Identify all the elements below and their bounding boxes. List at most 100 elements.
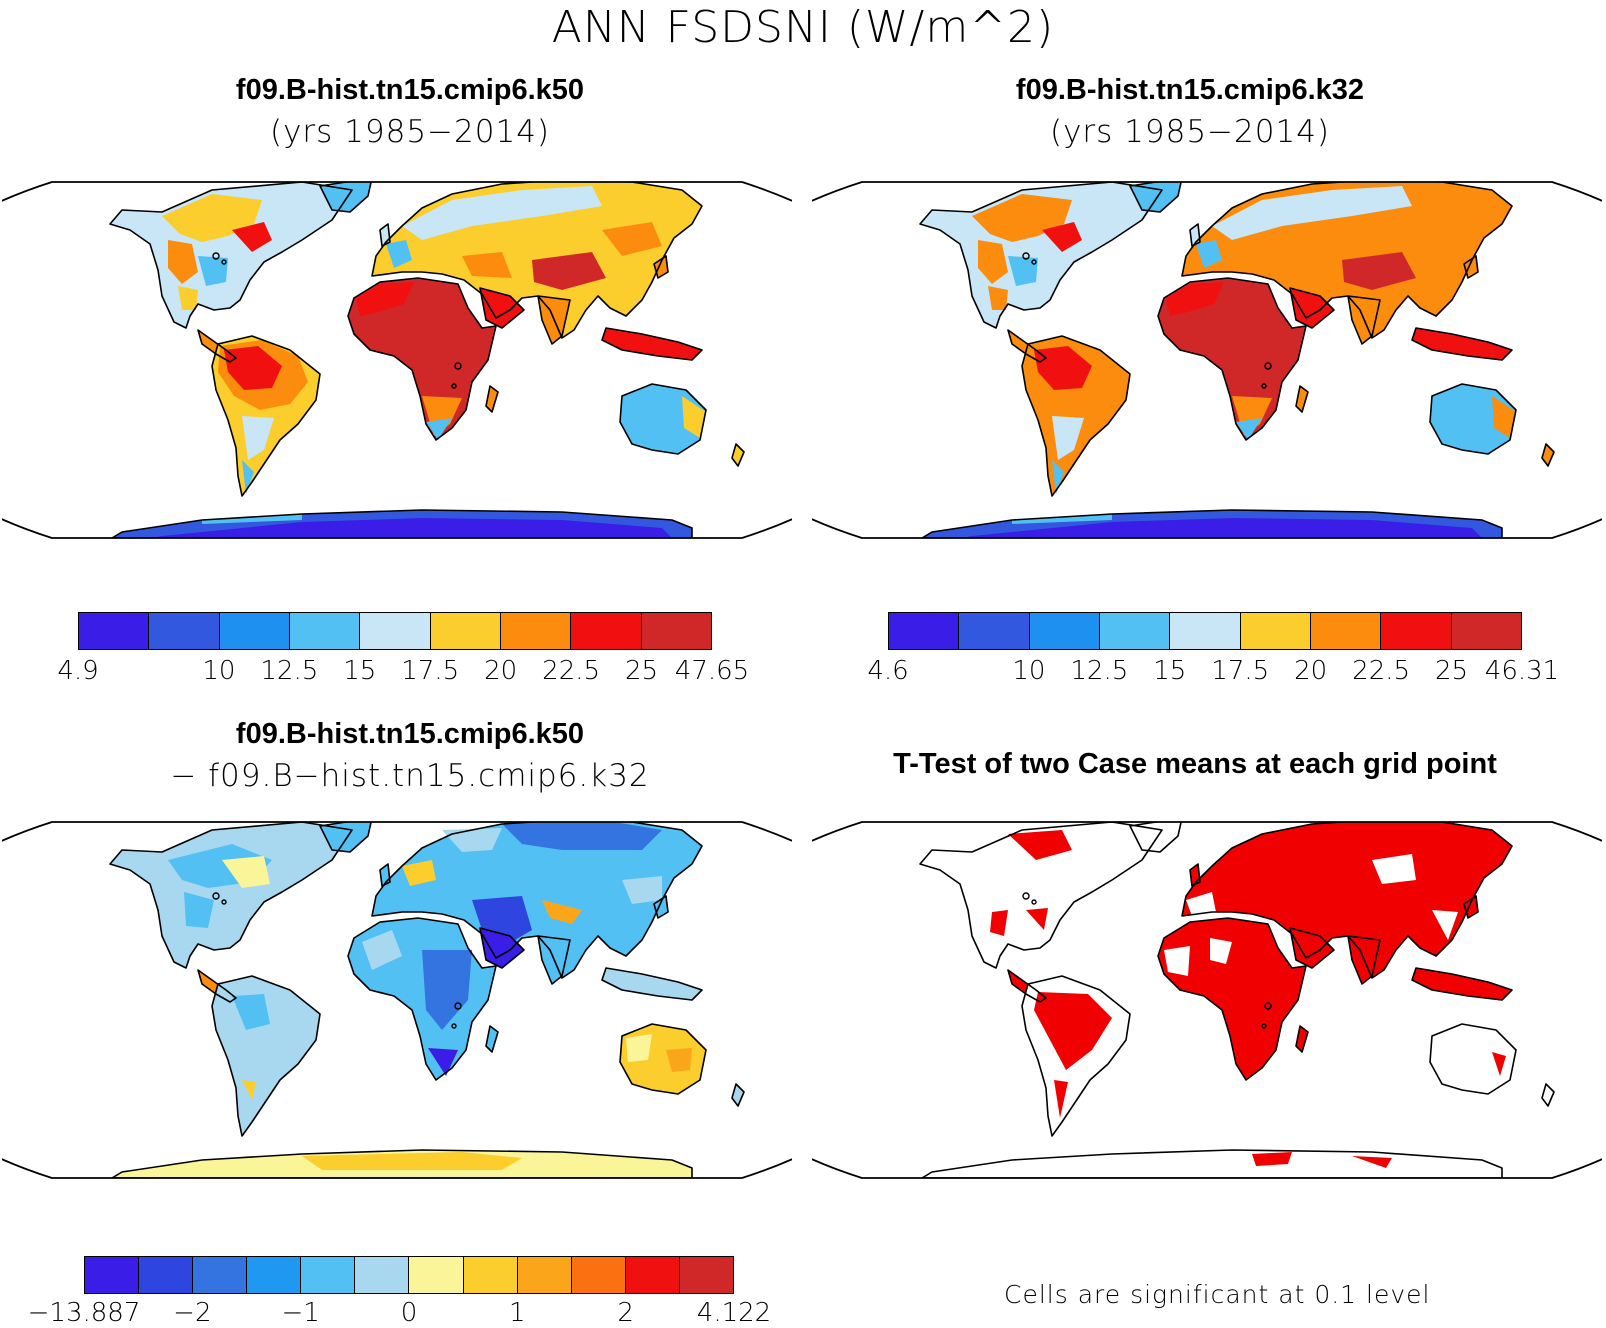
bottom-left-colorbar-labels: −13.887 −2 −1 0 1 2 4.122 — [28, 1298, 772, 1328]
coastline-southAmerica — [1021, 335, 1131, 497]
lake-outline — [451, 383, 457, 389]
colorbar-tick-label: 47.65 — [674, 656, 750, 686]
map-field-region — [1210, 938, 1232, 964]
colorbar-swatch — [301, 1257, 356, 1293]
top-left-colorbar-labels: 4.9 10 12.5 15 17.5 20 22.5 25 47.65 — [57, 656, 749, 686]
map-field-region — [110, 822, 352, 968]
map-field-region — [242, 1080, 256, 1100]
colorbar-swatch — [641, 613, 711, 649]
map-field-region — [168, 240, 198, 284]
main-title: ANN FSDSNI (W/m^2) — [551, 2, 1055, 53]
map-field-region — [1026, 908, 1048, 930]
colorbar-tick-label: −2 — [173, 1298, 212, 1328]
map-field-region — [1052, 416, 1084, 460]
coastline-india — [537, 295, 571, 345]
map-field-region — [602, 968, 702, 1000]
colorbar-tick-label: 22.5 — [1352, 656, 1411, 686]
map-field-region — [1272, 252, 1322, 278]
colorbar-tick-label: 12.5 — [260, 656, 319, 686]
colorbar-swatch — [1310, 613, 1382, 649]
map-field-region — [232, 994, 270, 1030]
coastline-greenland — [1129, 822, 1183, 853]
map-field-region — [1412, 968, 1512, 1000]
colorbar-tick-label: 4.6 — [867, 656, 909, 686]
top-left-colorbar — [78, 612, 712, 650]
colorbar-swatch — [409, 1257, 464, 1293]
colorbar-swatch — [500, 613, 572, 649]
coastline-antarctica — [111, 1149, 693, 1178]
colorbar-swatch — [193, 1257, 248, 1293]
coastline-australia — [1429, 383, 1517, 455]
map-fields — [109, 822, 745, 1178]
lake-outline — [212, 252, 220, 260]
map-field-region — [198, 256, 228, 286]
map-field-region — [1372, 854, 1416, 884]
map-field-region — [462, 252, 512, 278]
colorbar-tick-label: 20 — [1294, 656, 1328, 686]
map-field-region — [1492, 396, 1516, 438]
map-field-region — [242, 416, 274, 460]
coastline-uk — [379, 223, 391, 247]
map-field-region — [302, 1152, 522, 1170]
coastline-antarctica — [921, 1149, 1503, 1178]
map-field-region — [532, 252, 606, 290]
map-field-region — [402, 860, 436, 886]
lake-outline — [1022, 892, 1030, 900]
coastline-madagascar — [1295, 1025, 1309, 1053]
map-field-region — [1352, 1156, 1392, 1168]
coastline-africa — [347, 917, 497, 1081]
colorbar-swatch — [889, 613, 960, 649]
map-field-region — [1432, 910, 1458, 940]
colorbar-swatch — [289, 613, 361, 649]
top-right-panel-subtitle: (yrs 1985−2014) — [1049, 114, 1331, 150]
colorbar-swatch — [139, 1257, 194, 1293]
map-field-region — [472, 896, 532, 950]
map-field-region — [362, 930, 402, 970]
map-field-region — [542, 900, 582, 924]
map-field-region — [1412, 328, 1512, 360]
coastline-greenland — [1129, 182, 1183, 213]
map-fields — [919, 822, 1555, 1178]
bottom-left-colorbar — [84, 1256, 734, 1294]
colorbar-swatch — [517, 1257, 572, 1293]
map-field-region — [1008, 830, 1072, 860]
map-field-region — [1236, 418, 1262, 440]
coastline-antarctica — [111, 509, 693, 538]
coastline-arabia — [479, 287, 525, 329]
colorbar-swatch — [1170, 613, 1241, 649]
bottom-right-map — [812, 821, 1602, 1179]
map-field-region — [242, 460, 254, 494]
map-field-region — [990, 910, 1008, 936]
colorbar-tick-label: 4.9 — [57, 656, 99, 686]
colorbar-swatch — [679, 1257, 733, 1293]
map-field-region — [372, 822, 702, 978]
coastline-eurasia — [371, 822, 703, 979]
coastline-seAsiaIslands — [601, 967, 703, 1001]
map-field-region — [1464, 256, 1478, 278]
colorbar-tick-label: −1 — [281, 1298, 320, 1328]
top-right-map — [812, 181, 1602, 539]
coastline-nz — [1541, 443, 1555, 467]
map-field-region — [422, 950, 472, 1030]
map-field-region — [626, 1034, 652, 1062]
coastline-southAmerica — [211, 335, 321, 497]
map-field-region — [1342, 252, 1416, 290]
colorbar-tick-label: 15 — [1153, 656, 1187, 686]
colorbar-tick-label: 15 — [343, 656, 377, 686]
coastline-centralAm — [1007, 969, 1047, 1003]
map-field-region — [602, 328, 702, 360]
coastline-india — [1347, 935, 1381, 985]
map-field-region — [356, 282, 414, 316]
coastline-greenland — [319, 822, 373, 853]
map-field-region — [1034, 992, 1112, 1070]
coastline-uk — [1189, 863, 1201, 887]
map-border — [2, 181, 792, 539]
colorbar-swatch — [571, 1257, 626, 1293]
map-field-region — [1054, 1080, 1068, 1118]
lake-outline — [451, 1023, 457, 1029]
map-field-region — [1052, 460, 1064, 494]
colorbar-swatch — [1240, 613, 1311, 649]
coastline-eurasia — [1181, 822, 1513, 979]
colorbar-swatch — [959, 613, 1030, 649]
coastline-africa — [347, 277, 497, 441]
